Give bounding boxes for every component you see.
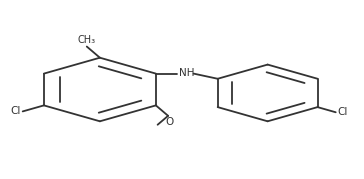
Text: Cl: Cl [11,106,21,116]
Text: NH: NH [179,68,194,78]
Text: CH₃: CH₃ [78,35,96,45]
Text: O: O [165,117,173,127]
Text: Cl: Cl [337,107,348,117]
